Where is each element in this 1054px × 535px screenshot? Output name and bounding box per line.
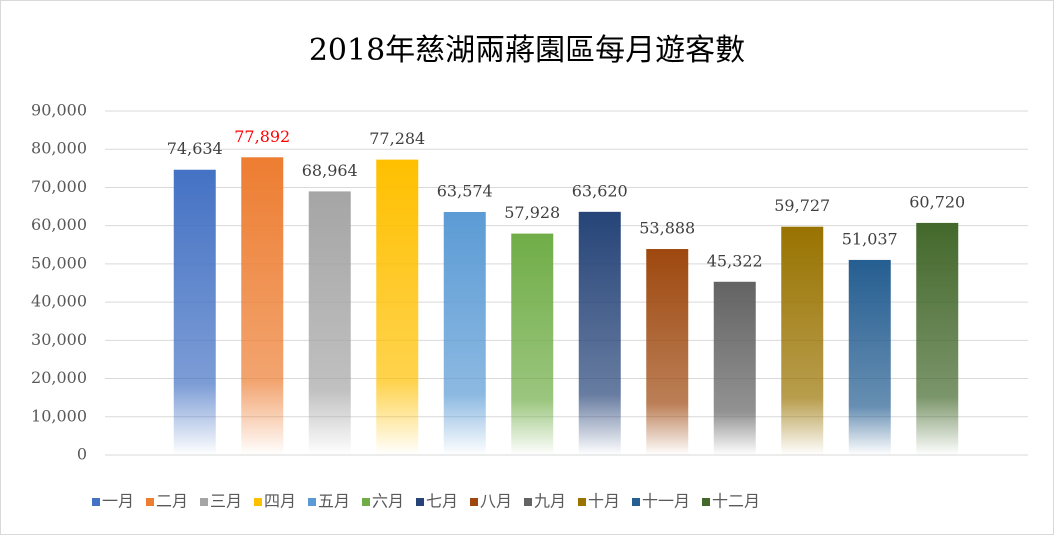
data-label: 60,720 xyxy=(909,192,965,211)
legend-swatch xyxy=(702,498,710,506)
y-tick-label: 60,000 xyxy=(31,215,87,234)
data-label: 59,727 xyxy=(774,196,830,215)
legend-swatch xyxy=(308,498,316,506)
legend-swatch xyxy=(200,498,208,506)
legend-label: 九月 xyxy=(534,492,566,511)
data-label: 68,964 xyxy=(302,161,358,180)
bar xyxy=(713,281,756,455)
bar xyxy=(646,249,689,455)
data-label: 74,634 xyxy=(167,139,223,158)
y-tick-label: 50,000 xyxy=(31,253,87,272)
legend-label: 五月 xyxy=(318,492,350,511)
legend-label: 四月 xyxy=(264,492,296,511)
data-label: 53,888 xyxy=(639,219,695,238)
bar xyxy=(578,211,621,455)
chart-title: 2018年慈湖兩蔣園區每月遊客數 xyxy=(309,33,745,68)
data-label: 77,892 xyxy=(234,127,290,146)
data-label: 57,928 xyxy=(504,203,560,222)
legend-swatch xyxy=(362,498,370,506)
data-label: 51,037 xyxy=(842,229,898,248)
bar xyxy=(376,159,419,455)
legend-label: 十月 xyxy=(588,492,620,511)
y-tick-label: 80,000 xyxy=(31,139,87,158)
y-tick-label: 0 xyxy=(77,445,87,464)
legend-swatch xyxy=(254,498,262,506)
bar xyxy=(511,233,554,455)
bar xyxy=(848,259,891,455)
bar xyxy=(173,169,216,455)
y-tick-label: 30,000 xyxy=(31,330,87,349)
legend-label: 一月 xyxy=(102,492,134,511)
legend-label: 六月 xyxy=(372,492,404,511)
legend-label: 七月 xyxy=(426,492,458,511)
y-tick-label: 20,000 xyxy=(31,368,87,387)
legend-swatch xyxy=(92,498,100,506)
y-tick-label: 40,000 xyxy=(31,292,87,311)
bar xyxy=(241,157,284,455)
y-tick-label: 10,000 xyxy=(31,406,87,425)
legend-label: 二月 xyxy=(156,492,188,511)
legend-label: 八月 xyxy=(480,492,512,511)
data-label: 45,322 xyxy=(707,251,763,270)
y-tick-label: 90,000 xyxy=(31,101,87,120)
data-label: 63,574 xyxy=(437,182,493,201)
legend-swatch xyxy=(524,498,532,506)
legend-swatch xyxy=(470,498,478,506)
legend-label: 十一月 xyxy=(642,492,690,511)
y-tick-label: 70,000 xyxy=(31,177,87,196)
data-label: 63,620 xyxy=(572,181,628,200)
legend-label: 三月 xyxy=(210,492,242,511)
legend-swatch xyxy=(632,498,640,506)
legend-swatch xyxy=(416,498,424,506)
bar xyxy=(916,222,959,455)
bar xyxy=(781,226,824,455)
legend-swatch xyxy=(578,498,586,506)
legend-swatch xyxy=(146,498,154,506)
legend-label: 十二月 xyxy=(712,492,760,511)
bar xyxy=(443,212,486,455)
bar xyxy=(308,191,351,455)
data-label: 77,284 xyxy=(369,129,425,148)
